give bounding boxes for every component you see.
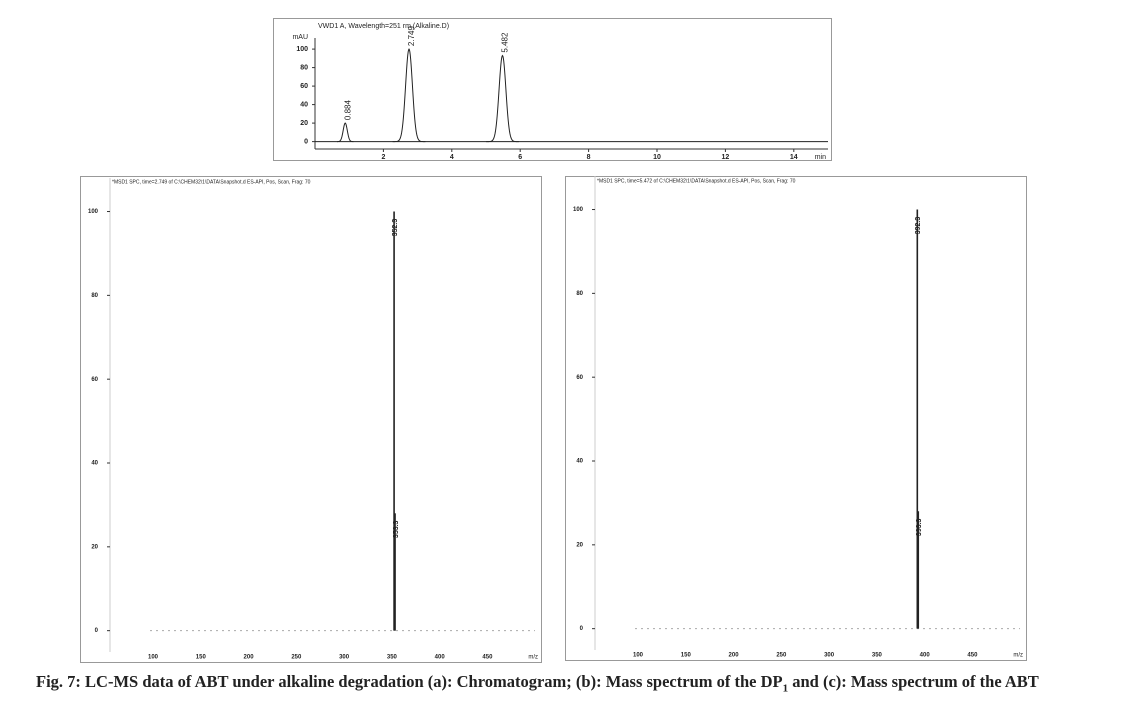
peak: [392, 48, 426, 143]
peak-label: 5.482: [501, 32, 510, 53]
x-tick-label: 2: [381, 154, 385, 161]
y-tick-label: 40: [300, 101, 308, 108]
y-tick-label: 60: [300, 83, 308, 90]
frame: [565, 176, 1027, 661]
caption-sub: 1: [782, 682, 789, 695]
peak: [486, 54, 519, 143]
peak-label: 392.3: [915, 217, 922, 235]
charts: VWD1 A, Wavelength=251 rm (Alkaline.D) mA…: [80, 18, 1027, 663]
y-tick-label: 80: [576, 291, 583, 297]
x-tick-label: 350: [387, 655, 398, 661]
y-tick-label: 100: [296, 46, 308, 53]
x-axis-label: m/z: [528, 655, 538, 661]
peak-label: 353.3: [393, 520, 400, 538]
frame: [273, 18, 832, 161]
x-tick-label: 250: [291, 655, 302, 661]
peak-label: 393.3: [916, 518, 923, 536]
x-tick-label: 4: [450, 154, 454, 161]
peak-label: 2.749: [407, 26, 416, 47]
x-axis-label: m/z: [1013, 653, 1023, 659]
x-tick-label: 150: [681, 653, 692, 659]
x-tick-label: 400: [920, 653, 931, 659]
x-tick-label: 400: [435, 655, 446, 661]
x-tick-label: 10: [653, 154, 661, 161]
y-tick-label: 20: [91, 544, 98, 550]
x-tick-label: 350: [872, 653, 883, 659]
x-tick-label: 200: [244, 655, 255, 661]
x-tick-label: 100: [633, 653, 644, 659]
caption-text: and (c): Mass spectrum of the ABT: [788, 672, 1039, 691]
y-axis-label: mAU: [292, 34, 308, 41]
y-tick-label: 60: [576, 375, 583, 381]
x-tick-label: 8: [587, 154, 591, 161]
y-tick-label: 100: [573, 207, 584, 213]
peak: [337, 122, 354, 143]
x-tick-label: 200: [729, 653, 740, 659]
peak-label: 352.3: [392, 219, 399, 237]
x-tick-label: 150: [196, 655, 207, 661]
x-tick-label: 12: [722, 154, 730, 161]
x-tick-label: 300: [339, 655, 350, 661]
y-tick-label: 40: [576, 459, 583, 465]
y-tick-label: 20: [300, 120, 308, 127]
x-tick-label: 450: [482, 655, 493, 661]
frame: [80, 176, 542, 663]
x-tick-label: 14: [790, 154, 798, 161]
y-tick-label: 0: [580, 626, 584, 632]
y-tick-label: 80: [300, 64, 308, 71]
x-tick-label: 450: [967, 653, 978, 659]
y-tick-label: 40: [91, 461, 98, 467]
y-tick-label: 100: [88, 209, 99, 215]
chart-title: VWD1 A, Wavelength=251 rm (Alkaline.D): [318, 23, 449, 30]
x-tick-label: 6: [518, 154, 522, 161]
chart-title: *MSD1 SPC, time=5.472 of C:\CHEM32\1\DAT…: [597, 178, 796, 184]
x-axis-label: min: [815, 154, 826, 161]
x-tick-label: 250: [776, 653, 787, 659]
y-tick-label: 20: [576, 542, 583, 548]
x-tick-label: 300: [824, 653, 835, 659]
chart-title: *MSD1 SPC, time=2.749 of C:\CHEM32\1\DAT…: [112, 179, 311, 185]
x-tick-label: 100: [148, 655, 159, 661]
y-tick-label: 80: [91, 293, 98, 299]
peak-label: 0.884: [343, 100, 352, 121]
caption: Fig. 7: LC-MS data of ABT under alkaline…: [36, 671, 1081, 699]
caption-text: Fig. 7: LC-MS data of ABT under alkaline…: [36, 672, 783, 691]
y-tick-label: 0: [304, 138, 308, 145]
y-tick-label: 0: [95, 628, 99, 634]
y-tick-label: 60: [91, 377, 98, 383]
